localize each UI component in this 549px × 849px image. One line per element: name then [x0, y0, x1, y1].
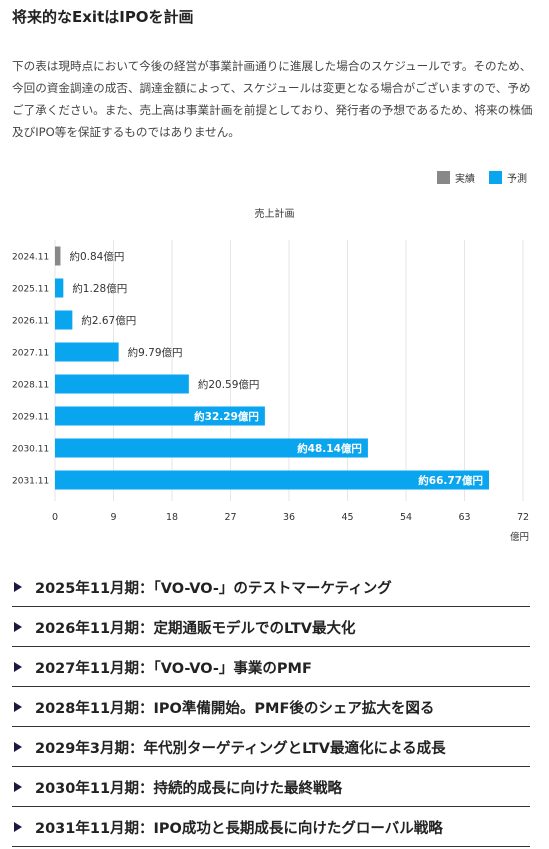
x-tick-label: 45	[341, 512, 353, 523]
x-tick-label: 72	[517, 512, 529, 523]
x-axis-label: 億円	[510, 531, 529, 543]
legend-swatch-forecast	[489, 171, 502, 184]
x-tick-label: 9	[110, 512, 116, 523]
x-tick-label: 18	[166, 512, 178, 523]
legend-item-forecast: 予測	[489, 170, 527, 185]
chart-legend: 実績 予測	[437, 170, 527, 185]
milestone-label: 2031年11月期：IPO成功と長期成長に向けたグローバル戦略	[35, 820, 443, 837]
triangle-right-icon	[14, 622, 22, 632]
y-category-label: 2028.11	[12, 381, 49, 391]
milestone-item[interactable]: 2031年11月期：IPO成功と長期成長に向けたグローバル戦略	[12, 808, 530, 847]
milestone-item[interactable]: 2027年11月期：「VO-VO-」事業のPMF	[12, 648, 530, 687]
data-label: 約0.84億円	[69, 250, 124, 263]
bar-2029.11	[55, 406, 265, 426]
milestone-label: 2027年11月期：「VO-VO-」事業のPMF	[35, 660, 312, 677]
triangle-right-icon	[14, 782, 22, 792]
milestone-item[interactable]: 2028年11月期：IPO準備開始。PMF後のシェア拡大を図る	[12, 688, 530, 727]
description-text: 下の表は現時点において今後の経営が事業計画通りに進展した場合のスケジュールです。…	[12, 59, 533, 139]
data-label: 約32.29億円	[194, 410, 259, 423]
legend-item-actual: 実績	[437, 170, 475, 185]
y-category-label: 2030.11	[12, 445, 49, 455]
milestone-item[interactable]: 2025年11月期：「VO-VO-」のテストマーケティング	[12, 568, 530, 607]
y-category-label: 2026.11	[12, 317, 49, 327]
milestone-label: 2026年11月期：定期通販モデルでのLTV最大化	[35, 620, 356, 637]
legend-label-forecast: 予測	[507, 174, 527, 185]
data-label: 約2.67億円	[81, 314, 136, 327]
x-tick-label: 27	[224, 512, 236, 523]
data-label: 約1.28億円	[72, 282, 127, 295]
bar-2024.11	[55, 246, 61, 266]
milestone-item[interactable]: 2030年11月期：持続的成長に向けた最終戦略	[12, 768, 530, 807]
milestone-item[interactable]: 2026年11月期：定期通販モデルでのLTV最大化	[12, 608, 530, 647]
data-label: 約9.79億円	[128, 346, 183, 359]
y-category-label: 2031.11	[12, 477, 49, 487]
y-category-label: 2025.11	[12, 285, 49, 295]
data-label: 約48.14億円	[297, 442, 362, 455]
triangle-right-icon	[14, 702, 22, 712]
bar-2031.11	[55, 470, 490, 490]
x-tick-label: 54	[400, 512, 412, 523]
milestone-label: 2025年11月期：「VO-VO-」のテストマーケティング	[35, 580, 392, 597]
y-category-label: 2027.11	[12, 349, 49, 359]
x-tick-label: 0	[52, 512, 58, 523]
sales-plan-chart: 0 9 18 27 36 45 54 63 72 億円 2024.11 約0.84億円 2025.11 約…	[12, 240, 529, 543]
bar-2030.11	[55, 438, 368, 458]
triangle-right-icon	[14, 822, 22, 832]
chart-title: 売上計画	[254, 209, 295, 220]
bar-2025.11	[55, 278, 64, 298]
bar-2026.11	[55, 310, 73, 330]
x-tick-label: 36	[283, 512, 295, 523]
page-title: 将来的なExitはIPOを計画	[12, 8, 194, 26]
data-label: 約66.77億円	[418, 474, 483, 487]
milestone-item[interactable]: 2029年3月期：年代別ターゲティングとLTV最適化による成長	[12, 728, 530, 767]
milestone-label: 2028年11月期：IPO準備開始。PMF後のシェア拡大を図る	[35, 700, 435, 717]
triangle-right-icon	[14, 662, 22, 672]
triangle-right-icon	[14, 582, 22, 592]
triangle-right-icon	[14, 742, 22, 752]
y-category-label: 2024.11	[12, 253, 49, 263]
bar-2027.11	[55, 342, 119, 362]
milestone-label: 2030年11月期：持続的成長に向けた最終戦略	[35, 780, 343, 797]
milestone-list: 2025年11月期：「VO-VO-」のテストマーケティング 2026年11月期：定…	[12, 568, 530, 847]
legend-swatch-actual	[437, 171, 450, 184]
y-category-label: 2029.11	[12, 413, 49, 423]
bar-2028.11	[55, 374, 189, 394]
x-tick-label: 63	[458, 512, 470, 523]
milestone-label: 2029年3月期：年代別ターゲティングとLTV最適化による成長	[35, 740, 446, 757]
data-label: 約20.59億円	[198, 378, 260, 391]
legend-label-actual: 実績	[455, 174, 475, 185]
